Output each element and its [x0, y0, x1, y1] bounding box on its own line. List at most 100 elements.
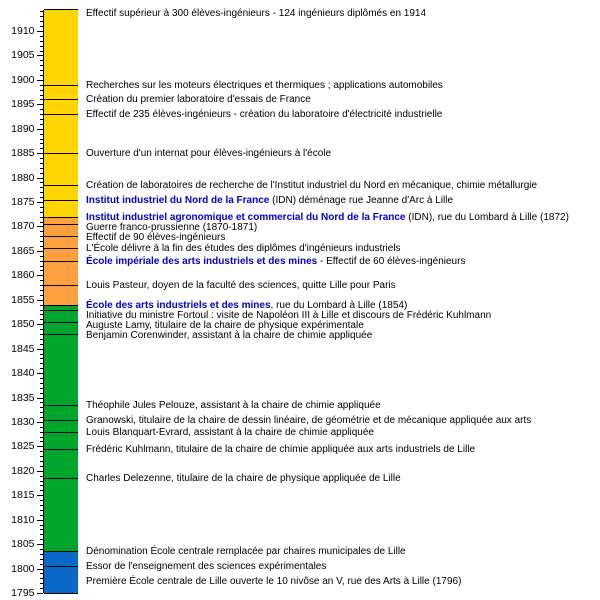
minor-tick — [39, 50, 43, 52]
minor-tick — [39, 138, 43, 140]
major-tick — [36, 568, 43, 570]
timeline-segment — [44, 10, 78, 218]
event-year-line — [44, 431, 78, 433]
major-tick — [36, 275, 43, 277]
major-tick — [36, 55, 43, 57]
event-text: Création de laboratoires de recherche de… — [86, 179, 538, 191]
event-text: Création du premier laboratoire d'essais… — [86, 94, 311, 106]
major-tick — [36, 177, 43, 179]
axis-tick-label: 1845 — [11, 342, 35, 355]
major-tick — [36, 128, 43, 130]
axis-tick-label: 1830 — [11, 415, 35, 428]
event-year-line — [44, 114, 78, 116]
event-year-line — [44, 153, 78, 155]
minor-tick — [39, 123, 43, 125]
axis-tick-label: 1865 — [11, 244, 35, 257]
minor-tick — [39, 573, 43, 575]
minor-tick — [39, 304, 43, 306]
event-label: L'École délivre à la fin des études des … — [86, 243, 401, 254]
minor-tick — [39, 402, 43, 404]
event-year-line — [44, 404, 78, 406]
major-tick — [36, 153, 43, 155]
minor-tick — [39, 412, 43, 414]
minor-tick — [39, 45, 43, 47]
minor-tick — [39, 158, 43, 160]
event-text: Louis Blanquart-Evrard, assistant à la c… — [86, 426, 374, 438]
minor-tick — [39, 99, 43, 101]
axis-tick-label: 1850 — [11, 318, 35, 331]
minor-tick — [39, 500, 43, 502]
minor-tick — [39, 392, 43, 394]
minor-tick — [39, 192, 43, 194]
event-year-line — [44, 184, 78, 186]
minor-tick — [39, 563, 43, 565]
event-text: Recherches sur les moteurs électriques e… — [86, 79, 443, 91]
axis-tick-label: 1810 — [11, 513, 35, 526]
minor-tick — [39, 143, 43, 145]
minor-tick — [39, 118, 43, 120]
event-year-line — [44, 199, 78, 201]
event-label: Auguste Lamy, titulaire de la chaire de … — [86, 320, 364, 331]
event-label: Effectif de 235 élèves-ingénieurs - créa… — [86, 109, 442, 120]
minor-tick — [39, 11, 43, 13]
axis-tick-label: 1815 — [11, 489, 35, 502]
minor-tick — [39, 490, 43, 492]
minor-tick — [39, 583, 43, 585]
axis-tick-label: 1875 — [11, 196, 35, 209]
event-label: Frédéric Kuhlmann, titulaire de la chair… — [86, 444, 475, 455]
major-tick — [36, 446, 43, 448]
minor-tick — [39, 358, 43, 360]
event-year-line — [44, 333, 78, 335]
minor-tick — [39, 353, 43, 355]
minor-tick — [39, 211, 43, 213]
event-label: Institut industriel agronomique et comme… — [86, 212, 569, 223]
minor-tick — [39, 241, 43, 243]
axis-tick-label: 1910 — [11, 25, 35, 37]
event-text: Effectif supérieur à 300 élèves-ingénieu… — [86, 8, 427, 20]
event-label: Institut industriel du Nord de la France… — [86, 195, 453, 206]
event-text: Louis Pasteur, doyen de la faculté des s… — [86, 280, 396, 292]
event-label: Recherches sur les moteurs électriques e… — [86, 80, 443, 91]
event-label: Effectif supérieur à 300 élèves-ingénieu… — [86, 8, 426, 19]
axis-tick-label: 1885 — [11, 147, 35, 160]
axis-tick-label: 1860 — [11, 269, 35, 282]
minor-tick — [39, 114, 43, 116]
event-year-line — [44, 248, 78, 250]
minor-tick — [39, 431, 43, 433]
event-text: Initiative du ministre Fortoul : visite … — [86, 309, 492, 321]
event-label: Guerre franco-prussienne (1870-1871) — [86, 222, 257, 233]
axis-tick-label: 1855 — [11, 293, 35, 306]
minor-tick — [39, 167, 43, 169]
minor-tick — [39, 553, 43, 555]
minor-tick — [39, 255, 43, 257]
minor-tick — [39, 417, 43, 419]
event-link[interactable]: École des arts industriels et des mines — [86, 299, 271, 311]
minor-tick — [39, 451, 43, 453]
minor-tick — [39, 35, 43, 37]
minor-tick — [39, 148, 43, 150]
axis-tick-label: 1905 — [11, 49, 35, 62]
major-tick — [36, 421, 43, 423]
axis-tick-label: 1835 — [11, 391, 35, 404]
major-tick — [36, 31, 43, 32]
minor-tick — [39, 60, 43, 62]
event-link[interactable]: École impériale des arts industriels et … — [86, 255, 318, 267]
event-link[interactable]: Institut industriel du Nord de la France — [86, 194, 270, 206]
axis-tick-label: 1895 — [11, 98, 35, 111]
minor-tick — [39, 387, 43, 389]
event-text: Théophile Jules Pelouze, assistant à la … — [86, 399, 381, 411]
major-tick — [36, 299, 43, 301]
event-text: (IDN), rue du Lombard à Lille (1872) — [405, 211, 569, 223]
event-label: Ouverture d'un internat pour élèves-ingé… — [86, 148, 331, 159]
axis-tick-label: 1900 — [11, 73, 35, 86]
event-link[interactable]: Institut industriel agronomique et comme… — [86, 211, 406, 223]
major-tick — [36, 592, 43, 594]
minor-tick — [39, 231, 43, 233]
event-text: Essor de l'enseignement des sciences exp… — [86, 561, 327, 573]
minor-tick — [39, 485, 43, 487]
event-year-line — [44, 224, 78, 226]
minor-tick — [39, 377, 43, 379]
axis-tick-label: 1840 — [11, 367, 35, 380]
minor-tick — [39, 534, 43, 536]
